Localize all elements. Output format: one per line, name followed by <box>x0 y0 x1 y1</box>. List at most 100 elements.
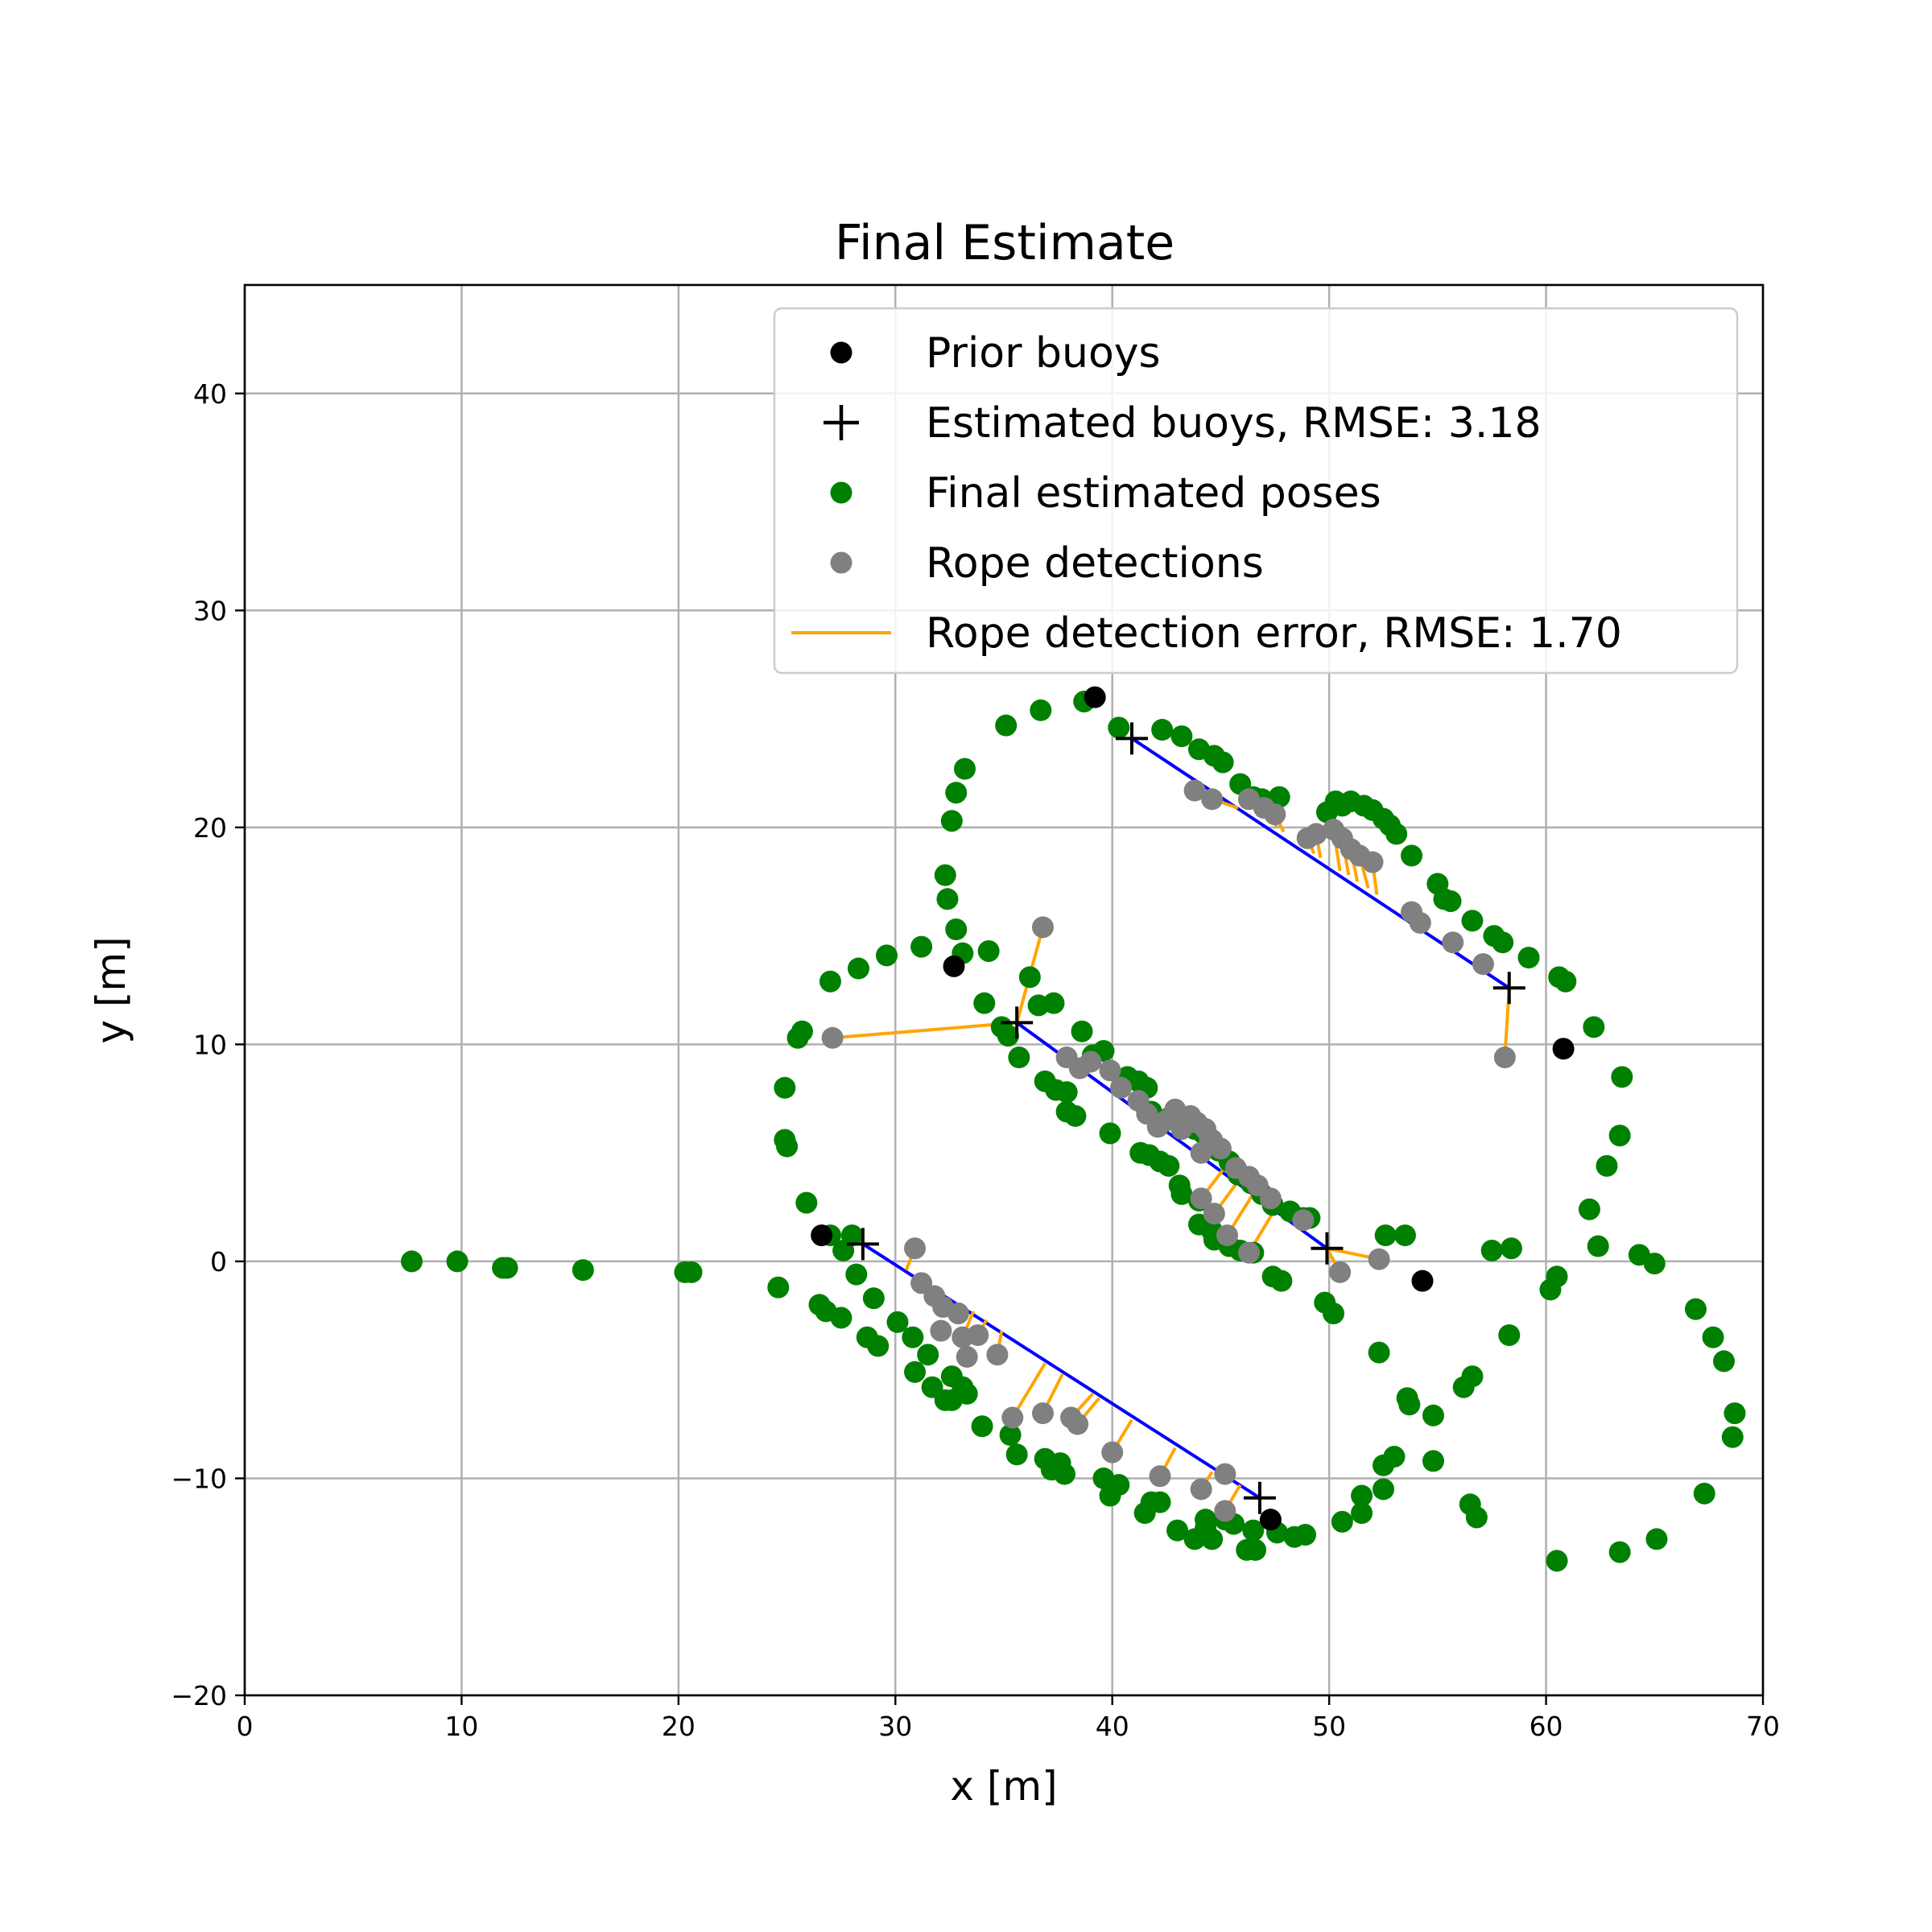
rope-detection-point <box>1099 1059 1121 1082</box>
y-tick-label: 20 <box>193 812 227 844</box>
rope-detection-point <box>1329 1261 1352 1283</box>
pose-point <box>847 957 869 980</box>
pose-point <box>1608 1125 1631 1147</box>
rope-detection-point <box>904 1237 927 1260</box>
pose-point <box>995 714 1018 737</box>
pose-point <box>940 810 963 832</box>
rope-detection-point <box>1214 1463 1236 1485</box>
pose-point <box>945 782 968 804</box>
pose-point <box>1546 1550 1568 1572</box>
rope-detection-point <box>1409 911 1431 934</box>
pose-point <box>1546 1265 1568 1288</box>
pose-point <box>956 1382 978 1405</box>
pose-point <box>1422 1404 1444 1426</box>
pose-point <box>1294 1524 1317 1546</box>
rope-detection-point <box>1067 1413 1089 1435</box>
pose-point <box>1053 1463 1075 1485</box>
pose-point <box>1108 1474 1130 1496</box>
rope-detection-point <box>1149 1465 1171 1488</box>
y-tick-label: −10 <box>171 1463 227 1494</box>
rope-detection-point <box>1190 1187 1212 1210</box>
pose-point <box>1368 1341 1390 1364</box>
pose-point <box>1108 716 1130 739</box>
pose-point <box>1170 725 1193 748</box>
estimated-buoy-point <box>846 1228 879 1261</box>
prior-buoy-point <box>1259 1509 1282 1531</box>
chart-title: Final Estimate <box>835 215 1174 271</box>
pose-point <box>945 919 968 941</box>
pose-point <box>819 970 841 993</box>
pose-point <box>1242 1519 1265 1542</box>
pose-point <box>1608 1541 1631 1563</box>
pose-point <box>795 1191 818 1214</box>
x-tick-label: 60 <box>1530 1711 1563 1742</box>
pose-point <box>786 1026 809 1049</box>
legend-label: Prior buoys <box>926 329 1161 378</box>
rope-detection-point <box>967 1324 989 1347</box>
pose-point <box>999 1424 1022 1447</box>
pose-point <box>845 1263 868 1286</box>
rope-detection-point <box>1101 1441 1124 1463</box>
pose-point <box>774 1076 796 1099</box>
x-tick-label: 40 <box>1096 1711 1129 1742</box>
pose-point <box>446 1250 469 1273</box>
pose-point <box>1383 1446 1406 1468</box>
rope-detection-point <box>1203 1203 1225 1225</box>
pose-point <box>1401 844 1423 867</box>
pose-point <box>1461 1365 1484 1388</box>
pose-point <box>1071 1020 1093 1042</box>
estimated-buoy-point <box>1115 722 1148 755</box>
legend-marker <box>830 481 852 504</box>
rope-detection-point <box>1216 1224 1239 1247</box>
pose-point <box>1166 1519 1189 1542</box>
pose-point <box>1578 1198 1600 1220</box>
rope-detection-point <box>986 1344 1009 1366</box>
pose-point <box>1422 1450 1444 1472</box>
rope-detection-point <box>1080 1051 1102 1073</box>
pose-point <box>1628 1244 1650 1266</box>
pose-point <box>1398 1393 1421 1416</box>
pose-point <box>1702 1326 1724 1348</box>
x-tick-label: 20 <box>662 1711 696 1742</box>
pose-point <box>680 1261 703 1283</box>
legend-label: Estimated buoys, RMSE: 3.18 <box>926 399 1542 448</box>
x-ticks: 0 10 20 30 40 50 60 70 <box>237 1695 1780 1742</box>
rope-detection-point <box>1259 1187 1282 1210</box>
pose-point <box>1195 1509 1217 1531</box>
rope-detection-point <box>1031 916 1054 939</box>
pose-point <box>1008 1046 1030 1069</box>
pose-point <box>917 1344 939 1366</box>
pose-point <box>1724 1402 1746 1425</box>
estimated-buoys-layer <box>846 722 1525 1514</box>
pose-point <box>997 1025 1019 1047</box>
legend: Prior buoys Estimated buoys, RMSE: 3.18 Fi… <box>773 307 1739 675</box>
x-tick-label: 10 <box>444 1711 478 1742</box>
rope-detection-point <box>1031 1402 1054 1425</box>
rope-detection-point <box>956 1346 978 1368</box>
prior-buoy-point <box>1552 1038 1575 1060</box>
x-tick-label: 70 <box>1746 1711 1780 1742</box>
rope-detection-point <box>1183 779 1206 802</box>
pose-point <box>1517 947 1540 969</box>
pose-point <box>1158 1154 1180 1177</box>
pose-point <box>400 1250 423 1273</box>
legend-marker <box>824 405 859 440</box>
rope-detection-point <box>1442 931 1464 954</box>
rope-detection-point <box>1264 803 1286 826</box>
pose-point <box>1373 1478 1394 1501</box>
pose-point <box>977 939 1000 962</box>
rope-detection-point <box>1361 851 1384 873</box>
pose-point <box>496 1257 518 1279</box>
pose-point <box>1498 1324 1521 1347</box>
legend-label: Rope detections <box>926 539 1264 588</box>
pose-point <box>767 1276 790 1298</box>
pose-point <box>1684 1298 1707 1320</box>
pose-point <box>1055 1081 1078 1104</box>
detections-layer <box>821 779 1516 1522</box>
prior-buoy-point <box>1411 1269 1434 1292</box>
pose-point <box>1331 1510 1353 1533</box>
y-tick-label: 30 <box>193 595 227 626</box>
pose-point <box>1426 873 1449 895</box>
pose-point <box>1465 1506 1488 1529</box>
rope-detection-point <box>1493 1046 1516 1069</box>
